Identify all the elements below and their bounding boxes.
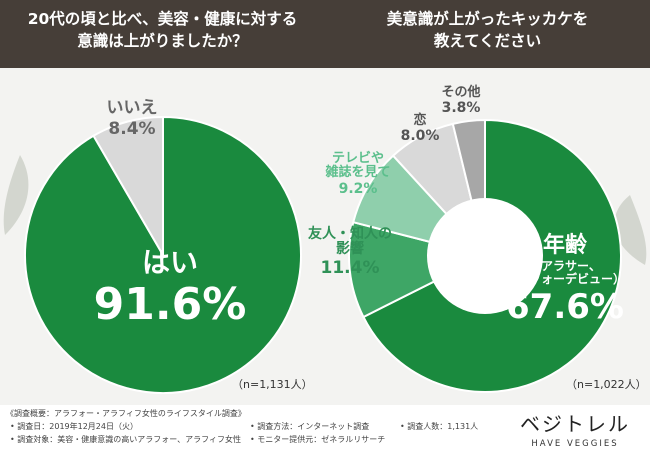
slice-label-tv-magazine: テレビや 雑誌を見て 9.2% [310,151,406,197]
brand-logo-text: ベジトレル [520,412,630,436]
question-2-line1: 美意識が上がったキッカケを [386,10,589,28]
slice-label-age-line1: 年齢 [542,233,587,258]
slice-label-friends-line2: 影響 [336,241,364,258]
slice-value-no: 8.4% [108,118,156,139]
leaf-decoration-icon [614,195,647,265]
slice-label-no-name: いいえ [106,98,158,118]
survey-provider: • モニター提供元：ゼネラルリサーチ [250,435,386,444]
survey-target: • 調査対象：美容・健康意識の高いアラフォー、アラフィフ女性 [10,435,242,444]
brand-subtitle: HAVE VEGGIES [531,439,619,449]
slice-label-love-name: 恋 [413,113,427,128]
header-banner: 20代の頃と比べ、美容・健康に対する 意識は上がりましたか？ 美意識が上がったキ… [0,0,650,68]
slice-value-tv: 9.2% [338,180,378,197]
question-1-line2: 意識は上がりましたか？ [77,32,248,50]
slice-label-yes-name: はい [141,246,198,279]
survey-title: 《調査概要：アラフォー・アラフィフ女性のライフスタイル調査》 [6,409,246,418]
slice-label-age-line3: アラフォーデビュー） [504,272,625,287]
slice-label-tv-line2: 雑誌を見て [325,165,391,181]
slice-label-love: 恋 8.0% [395,113,445,145]
slice-label-no: いいえ 8.4% [92,99,172,138]
survey-date: • 調査日：2019年12月24日（火） [10,422,138,431]
slice-value-friends: 11.4% [320,257,380,278]
question-2-line2: 教えてください [433,32,542,50]
slice-label-age-line2: （アラサー、 [529,259,601,274]
survey-footer [0,405,650,450]
donut-chart-triggers [348,118,622,393]
leaf-decoration-icon [3,155,29,235]
question-1-line1: 20代の頃と比べ、美容・健康に対する [27,10,298,28]
slice-label-friends: 友人・知人の 影響 11.4% [290,226,410,278]
pie-slice-no [92,115,164,259]
slice-label-tv-line1: テレビや [331,151,384,166]
slice-label-friends-line1: 友人・知人の [308,226,392,242]
charts-canvas [24,115,622,394]
slice-value-other: 3.8% [441,100,481,117]
survey-count: • 調査人数：1,131人 [400,422,479,431]
slice-label-age: 年齢 （アラサー、 アラフォーデビュー） 67.6% [490,233,640,327]
donut-hole [427,198,543,314]
sample-size-right: （n=1,022人） [566,378,647,391]
brand-logo: ベジトレル HAVE VEGGIES [510,408,640,449]
slice-value-love: 8.0% [400,128,440,145]
survey-method: • 調査方法：インターネット調査 [250,422,370,431]
slice-value-yes: 91.6% [93,278,247,330]
slice-label-other-name: その他 [441,85,481,100]
sample-size-left: （n=1,131人） [232,378,313,391]
slice-label-other: その他 3.8% [428,85,494,117]
slice-value-age: 67.6% [506,286,624,327]
slice-label-yes: はい 91.6% [70,246,270,330]
donut-slice-friends [348,220,488,319]
pie-chart-awareness [24,115,302,394]
question-1: 20代の頃と比べ、美容・健康に対する 意識は上がりましたか？ [0,8,325,52]
question-2: 美意識が上がったキッカケを 教えてください [325,8,650,52]
